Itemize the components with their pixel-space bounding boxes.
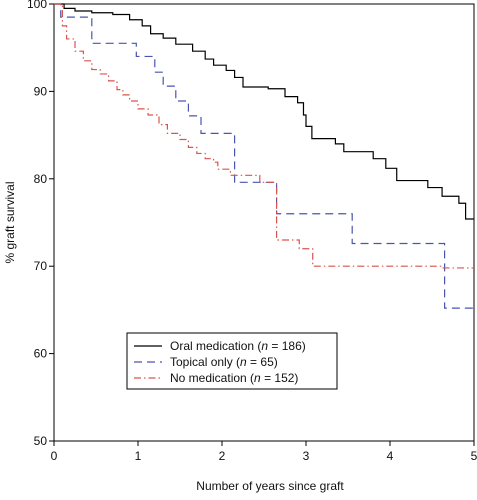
legend-label-n: n (240, 355, 247, 369)
legend-label-suffix: = 65) (247, 355, 278, 369)
x-axis-title: Number of years since graft (196, 479, 344, 493)
oral-medication-series (54, 3, 474, 220)
topical-only-series (54, 3, 474, 309)
x-tick-label: 2 (219, 449, 226, 463)
y-tick-label: 90 (34, 84, 48, 98)
legend-topical-only-label: Topical only (n = 65) (170, 355, 278, 369)
legend-label-n: n (261, 339, 268, 353)
y-tick-label: 50 (34, 434, 48, 448)
legend-box (126, 332, 338, 390)
series-layer (54, 3, 474, 309)
legend-label-suffix: = 152) (261, 371, 299, 385)
x-tick-label: 0 (51, 449, 58, 463)
plot-frame (53, 3, 475, 442)
y-tick-label: 100 (27, 0, 47, 11)
legend-label-prefix: Oral medication ( (170, 339, 261, 353)
y-tick-label: 80 (34, 172, 48, 186)
y-tick-label: 70 (34, 259, 48, 273)
legend-label-prefix: Topical only ( (170, 355, 240, 369)
x-tick-label: 5 (471, 449, 477, 463)
legend-label-prefix: No medication ( (170, 371, 254, 385)
axes-layer: 50 60 70 80 90 100 0 1 2 3 4 5 (27, 0, 477, 463)
legend-label-n: n (254, 371, 261, 385)
legend-label-suffix: = 186) (268, 339, 306, 353)
y-axis-title: % graft survival (3, 181, 17, 263)
legend: Oral medication (n = 186)Topical only (n… (126, 332, 338, 390)
x-tick-label: 3 (303, 449, 310, 463)
legend-no-medication-label: No medication (n = 152) (170, 371, 298, 385)
x-tick-label: 1 (135, 449, 142, 463)
no-medication-series (54, 3, 474, 269)
legend-oral-medication-label: Oral medication (n = 186) (170, 339, 306, 353)
y-tick-label: 60 (34, 347, 48, 361)
x-tick-label: 4 (387, 449, 394, 463)
